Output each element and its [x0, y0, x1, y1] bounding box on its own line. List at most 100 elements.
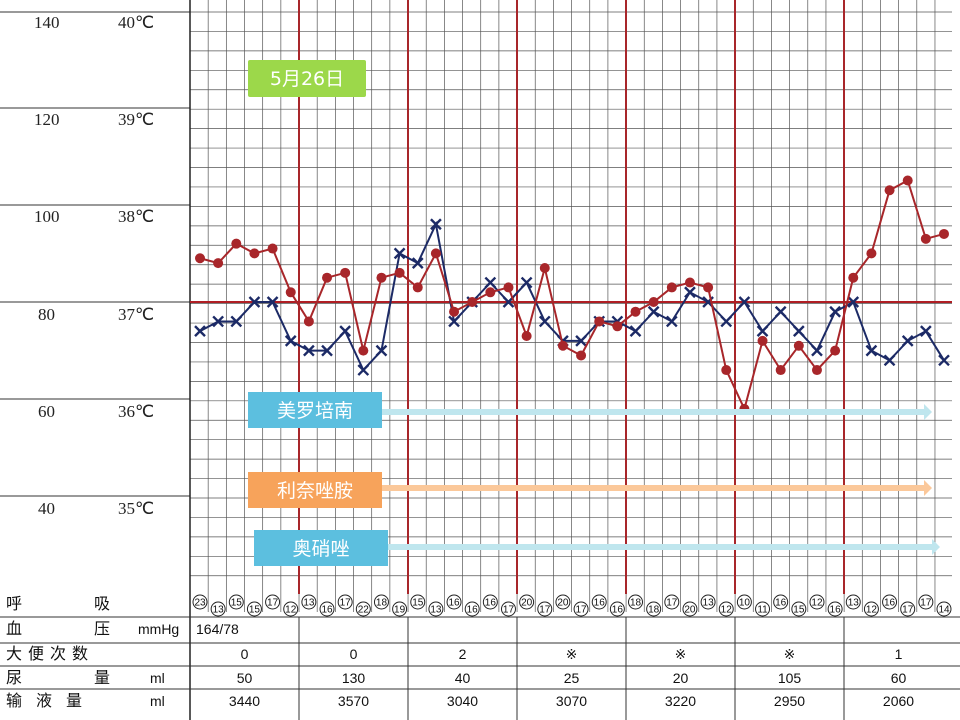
dot-point — [195, 253, 205, 264]
resp-cell: 17 — [900, 601, 916, 617]
cross-point — [375, 344, 388, 357]
cross-point — [230, 315, 243, 328]
resp-value: 18 — [648, 605, 660, 616]
dot-point — [721, 365, 732, 376]
cross-point — [938, 354, 950, 367]
series-dot-line — [195, 175, 949, 414]
cross-point — [575, 335, 587, 347]
resp-value: 16 — [612, 605, 624, 616]
resp-cell: 20 — [555, 594, 571, 610]
cross-point — [811, 344, 823, 357]
infusion-row: 3440 3570 3040 3070 3220 2950 2060 — [229, 693, 914, 709]
resp-value: 15 — [412, 598, 424, 609]
dot-point — [793, 340, 804, 351]
resp-cell: 13 — [428, 601, 444, 617]
resp-cell: 17 — [918, 594, 934, 610]
dot-point — [666, 282, 677, 293]
resp-cell: 17 — [537, 601, 553, 617]
dot-series-line — [199, 179, 945, 412]
temp-label-40: 40℃ — [118, 13, 154, 32]
temp-label-38: 38℃ — [118, 207, 154, 226]
urine-value: 50 — [237, 670, 253, 686]
urine-unit: ml — [150, 670, 165, 686]
dot-point — [412, 282, 423, 293]
cross-point — [484, 276, 497, 289]
dot-point — [830, 345, 841, 356]
cross-point — [847, 296, 860, 308]
resp-cell: 11 — [755, 601, 771, 617]
resp-cell: 12 — [863, 601, 879, 617]
dot-point — [485, 287, 496, 298]
resp-cell: 12 — [283, 601, 299, 617]
resp-cell: 22 — [355, 601, 371, 617]
tick-label-60: 60 — [38, 402, 55, 421]
infusion-value: 3070 — [556, 693, 587, 709]
cross-point — [792, 325, 805, 338]
resp-value: 12 — [811, 598, 823, 609]
resp-cell: 15 — [246, 601, 262, 617]
dot-point — [775, 365, 786, 376]
cross-point — [684, 286, 696, 299]
tick-label-140: 140 — [34, 13, 60, 32]
resp-value: 12 — [866, 605, 878, 616]
resp-value: 17 — [340, 598, 352, 609]
cross-series-line — [199, 220, 945, 372]
drug-tag-2-box — [248, 472, 382, 508]
cross-point — [538, 315, 551, 328]
cross-point — [266, 296, 279, 308]
y-axis-left: 140 120 100 80 60 40 — [34, 13, 60, 518]
temp-label-35: 35℃ — [118, 499, 154, 518]
urine-label-1: 尿 — [6, 668, 22, 687]
dot-point — [539, 262, 550, 273]
urine-value: 105 — [778, 670, 802, 686]
cross-point — [829, 305, 841, 318]
resp-cell: 19 — [392, 601, 408, 617]
bp-value: 164/78 — [196, 621, 239, 637]
resp-value: 13 — [213, 605, 225, 616]
resp-cell: 20 — [682, 601, 698, 617]
bp-label-1: 血 — [6, 619, 22, 638]
resp-value: 15 — [231, 598, 243, 609]
infusion-label: 输液量 — [6, 691, 96, 710]
resp-value: 20 — [557, 598, 569, 609]
resp-value: 18 — [376, 598, 388, 609]
infusion-value: 2060 — [883, 693, 914, 709]
dot-point — [594, 316, 605, 327]
resp-value: 17 — [503, 605, 515, 616]
dot-point — [322, 272, 333, 283]
stool-value: 2 — [459, 646, 467, 662]
cross-point — [647, 305, 660, 318]
stool-value: 0 — [350, 646, 358, 662]
resp-value: 17 — [920, 598, 932, 609]
resp-cell: 17 — [573, 601, 589, 617]
dot-point — [340, 267, 351, 278]
drug-arrowhead-3 — [932, 539, 940, 555]
resp-cell: 20 — [519, 594, 535, 610]
resp-value: 10 — [739, 598, 751, 609]
dot-point — [630, 306, 641, 317]
resp-cell: 16 — [319, 601, 335, 617]
resp-value: 17 — [267, 598, 279, 609]
resp-cell: 16 — [827, 601, 843, 617]
resp-value: 16 — [775, 598, 787, 609]
resp-cell: 15 — [410, 594, 426, 610]
urine-row: 50 130 40 25 20 105 60 — [237, 670, 907, 686]
dot-point — [939, 228, 949, 239]
resp-value: 12 — [285, 605, 297, 616]
cross-point — [284, 335, 297, 347]
resp-cell: 10 — [736, 594, 752, 610]
resp-cell: 13 — [301, 594, 317, 610]
drug-arrowhead-1 — [924, 404, 932, 420]
resp-cell: 15 — [228, 594, 244, 610]
dot-point — [920, 233, 931, 244]
tick-label-100: 100 — [34, 207, 60, 226]
dot-point — [902, 175, 913, 186]
infusion-value: 2950 — [774, 693, 805, 709]
cross-point — [774, 305, 787, 318]
resp-cell: 12 — [718, 601, 734, 617]
dot-point — [449, 306, 460, 317]
resp-cell: 16 — [446, 594, 462, 610]
dot-point — [684, 277, 695, 288]
cross-point — [303, 344, 315, 357]
